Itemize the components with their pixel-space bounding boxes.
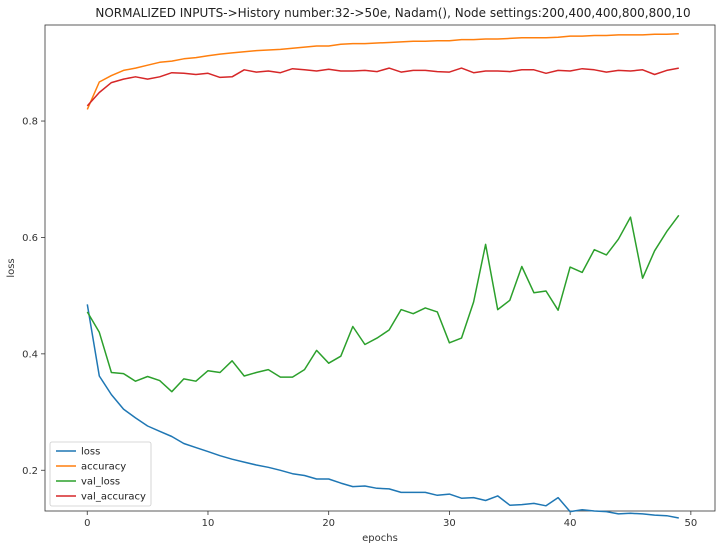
- legend-entry-accuracy: accuracy: [81, 462, 126, 473]
- x-axis-label: epochs: [362, 533, 398, 544]
- y-tick-label: 0.8: [22, 117, 38, 128]
- x-tick-label: 20: [322, 518, 335, 529]
- plot-area: [44, 24, 716, 512]
- legend: loss accuracy val_loss val_accuracy: [49, 441, 152, 507]
- y-tick-label: 0.6: [22, 233, 38, 244]
- y-axis-label: loss: [6, 258, 17, 277]
- x-tick-label: 10: [202, 518, 215, 529]
- x-tick-label: 30: [443, 518, 456, 529]
- series-line-accuracy: [86, 32, 679, 110]
- series-lines: [86, 32, 680, 519]
- legend-entry-val-loss: val_loss: [81, 477, 120, 488]
- y-tick-label: 0.4: [22, 349, 38, 360]
- series-line-val-accuracy: [86, 67, 679, 107]
- x-axis-ticks: 0 10 20 30 40 50: [84, 511, 697, 529]
- y-axis-ticks: 0.2 0.4 0.6 0.8: [22, 117, 45, 477]
- x-tick-label: 50: [684, 518, 697, 529]
- chart-title: NORMALIZED INPUTS->History number:32->50…: [95, 6, 690, 20]
- legend-box: [49, 441, 152, 507]
- x-tick-label: 0: [84, 518, 90, 529]
- x-tick-label: 40: [564, 518, 577, 529]
- series-line-loss: [86, 304, 679, 519]
- y-tick-label: 0.2: [22, 466, 38, 477]
- legend-entry-loss: loss: [81, 447, 100, 458]
- series-line-val-loss: [86, 214, 680, 393]
- legend-entry-val-accuracy: val_accuracy: [81, 492, 146, 503]
